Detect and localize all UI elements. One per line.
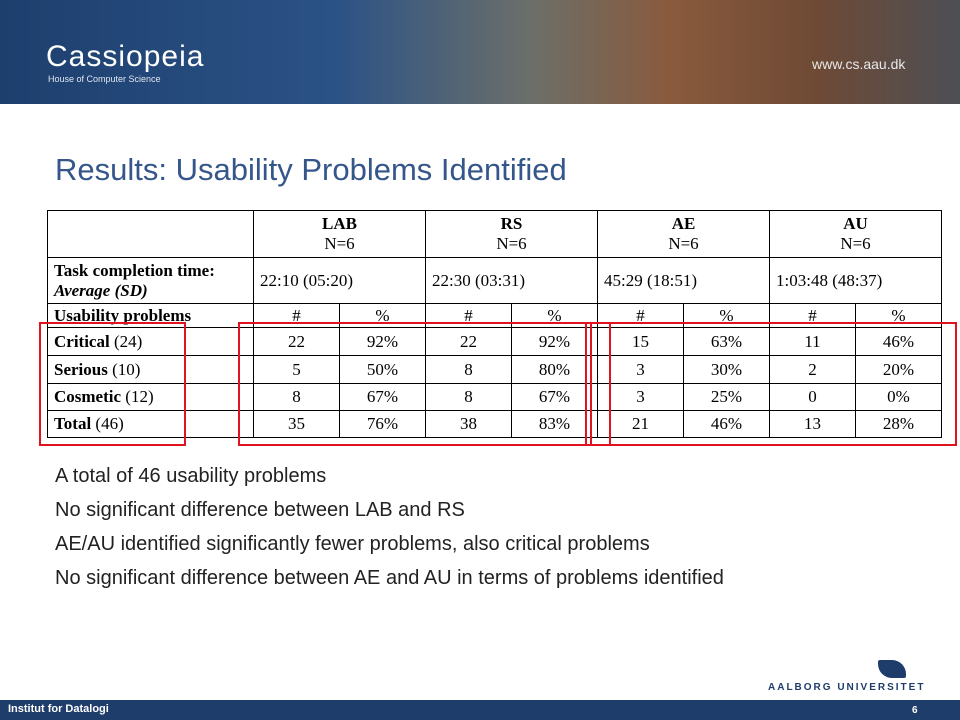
- cell: 11: [769, 327, 856, 356]
- group-n: N=6: [324, 234, 355, 253]
- row-label: Serious (10): [47, 355, 254, 384]
- row-name: Critical: [54, 331, 110, 351]
- group-name: AU: [843, 214, 868, 233]
- group-header: RS N=6: [425, 210, 598, 258]
- bullet: No significant difference between LAB an…: [55, 499, 465, 521]
- university-name: AALBORG UNIVERSITET: [768, 682, 926, 693]
- cell: 8: [253, 383, 340, 411]
- cell: 3: [597, 355, 684, 384]
- footer-bar: Institut for Datalogi 6: [0, 700, 960, 720]
- row-count: (12): [125, 387, 154, 406]
- cell: 92%: [339, 327, 426, 356]
- cell: 80%: [511, 355, 598, 384]
- url: www.cs.aau.dk: [812, 56, 906, 72]
- cell: 2: [769, 355, 856, 384]
- cell: 21: [597, 410, 684, 438]
- row-label: Total (46): [47, 410, 254, 438]
- label: Task completion time:: [54, 260, 215, 280]
- results-table: LAB N=6 RS N=6 AE N=6 AU N=6 Task completion tim…: [47, 210, 942, 438]
- row-name: Total: [54, 414, 92, 433]
- cell: 5: [253, 355, 340, 384]
- row-label: Critical (24): [47, 327, 254, 356]
- cell: 0%: [855, 383, 942, 411]
- row-name: Serious: [54, 359, 108, 379]
- group-n: N=6: [668, 234, 699, 253]
- slide-title: Results: Usability Problems Identified: [55, 152, 567, 187]
- empty-cell: [47, 210, 254, 258]
- bullet: AE/AU identified significantly fewer pro…: [55, 533, 650, 555]
- highlight-box: [238, 322, 592, 446]
- cell: 28%: [855, 410, 942, 438]
- cell: 46%: [683, 410, 770, 438]
- row-name: Cosmetic: [54, 387, 122, 406]
- cell: 67%: [511, 383, 598, 411]
- cell: 76%: [339, 410, 426, 438]
- cell: 45:29 (18:51): [597, 257, 770, 304]
- group-name: LAB: [322, 214, 357, 233]
- header-row: LAB N=6 RS N=6 AE N=6 AU N=6: [47, 210, 942, 258]
- group-header: AU N=6: [769, 210, 942, 258]
- data-row: Total (46) 35 76% 38 83% 21 46% 13 28%: [47, 410, 942, 438]
- row-count: (24): [113, 331, 143, 351]
- group-n: N=6: [840, 234, 871, 253]
- group-header: AE N=6: [597, 210, 770, 258]
- cell: 22: [425, 327, 512, 356]
- group-name: AE: [671, 214, 696, 233]
- highlight-box: [39, 322, 186, 446]
- cell: 1:03:48 (48:37): [769, 257, 942, 304]
- group-header: LAB N=6: [253, 210, 426, 258]
- data-row: Critical (24) 22 92% 22 92% 15 63% 11 46%: [47, 327, 942, 356]
- cell: 38: [425, 410, 512, 438]
- group-name: RS: [500, 214, 523, 233]
- cell: 13: [769, 410, 856, 438]
- row-label: Task completion time: Average (SD): [47, 257, 254, 304]
- page-number: 6: [912, 705, 918, 716]
- data-row: Serious (10) 5 50% 8 80% 3 30% 2 20%: [47, 355, 942, 384]
- sublabel: Average (SD): [54, 280, 148, 300]
- header-banner: Cassiopeia House of Computer Science www…: [0, 0, 960, 104]
- row-count: (46): [95, 414, 124, 433]
- group-n: N=6: [496, 234, 527, 253]
- university-logo: [878, 660, 906, 678]
- logo: Cassiopeia: [46, 40, 205, 73]
- logo-subtitle: House of Computer Science: [48, 74, 161, 84]
- bullet: A total of 46 usability problems: [55, 465, 327, 487]
- bullet-list: A total of 46 usability problems No signi…: [55, 465, 915, 601]
- task-row: Task completion time: Average (SD) 22:10 (…: [47, 257, 942, 304]
- cell: 83%: [511, 410, 598, 438]
- cell: 22:30 (03:31): [425, 257, 598, 304]
- bullet: No significant difference between AE and…: [55, 567, 724, 589]
- row-count: (10): [112, 359, 141, 379]
- cell: 20%: [855, 355, 942, 384]
- cell: 46%: [855, 327, 942, 356]
- highlight-box: [585, 322, 957, 446]
- cell: 22:10 (05:20): [253, 257, 426, 304]
- cell: 0: [769, 383, 856, 411]
- institute: Institut for Datalogi: [8, 703, 109, 715]
